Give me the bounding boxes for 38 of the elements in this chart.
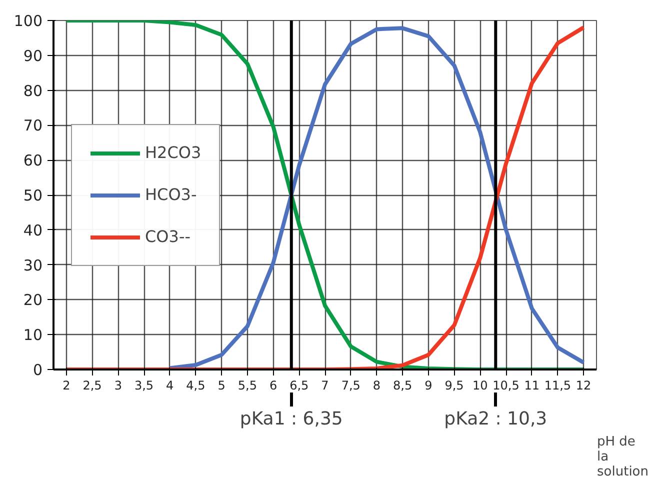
legend-label: H2CO3 xyxy=(145,143,202,162)
y-tick-label: 100 xyxy=(14,12,43,30)
y-tick-label: 40 xyxy=(23,221,43,240)
y-tick-label: 80 xyxy=(23,82,43,100)
x-tick-label: 4 xyxy=(166,378,174,392)
x-tick-label: 7 xyxy=(321,378,329,392)
x-tick-label: 2,5 xyxy=(82,378,102,392)
x-tick-label: 6,5 xyxy=(290,378,309,392)
legend-label: CO3-- xyxy=(145,227,190,246)
x-tick-label: 8 xyxy=(372,378,381,392)
ref-line-label: pKa1 : 6,35 xyxy=(240,408,343,430)
x-tick-label: 6 xyxy=(269,378,278,392)
x-tick-label: 9,5 xyxy=(444,378,464,392)
y-tick-label: 70 xyxy=(23,116,43,135)
y-tick-label: 50 xyxy=(23,186,43,204)
x-tick-label: 8,5 xyxy=(393,378,412,392)
x-tick-label: 9 xyxy=(424,378,432,392)
x-axis-title: pH de la solution xyxy=(597,434,649,479)
x-tick-label: 5,5 xyxy=(238,378,257,392)
x-tick-label: 11 xyxy=(524,378,540,392)
ref-line-label: pKa2 : 10,3 xyxy=(444,408,548,430)
x-tick-label: 12 xyxy=(576,378,592,392)
x-tick-label: 11,5 xyxy=(544,378,572,392)
y-tick-label: 10 xyxy=(23,326,43,344)
x-tick-label: 3 xyxy=(114,378,122,392)
legend-label: HCO3- xyxy=(145,185,197,204)
y-tick-label: 20 xyxy=(23,291,43,310)
y-tick-label: 0 xyxy=(32,361,43,379)
y-tick-label: 60 xyxy=(23,152,43,170)
x-tick-label: 2 xyxy=(62,378,70,392)
x-tick-label: 10 xyxy=(472,378,488,392)
y-tick-label: 30 xyxy=(23,256,43,274)
x-tick-label: 5 xyxy=(218,378,226,392)
y-tick-label: 90 xyxy=(23,46,43,65)
x-tick-label: 3,5 xyxy=(134,378,154,392)
x-tick-label: 7,5 xyxy=(341,378,360,392)
x-tick-label: 4,5 xyxy=(186,378,206,392)
x-tick-label: 10,5 xyxy=(492,378,520,392)
